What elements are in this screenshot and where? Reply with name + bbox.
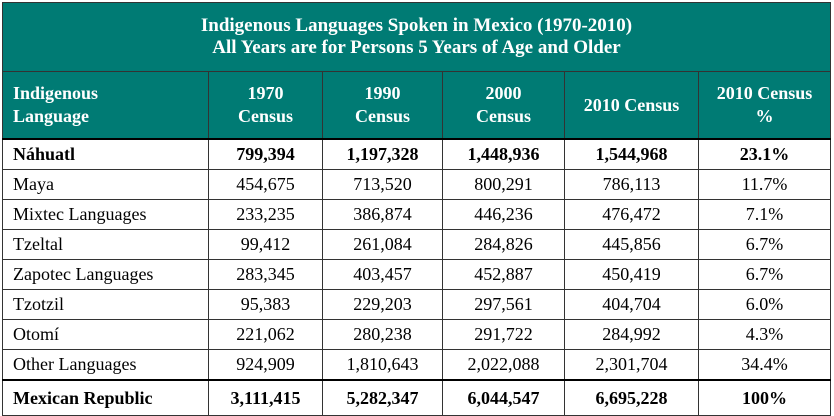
cell-2000: 297,561 bbox=[442, 289, 565, 320]
cell-1990: 261,084 bbox=[322, 229, 443, 260]
header-2010-pct: 2010 Census % bbox=[697, 71, 832, 140]
cell-1990: 713,520 bbox=[322, 169, 443, 200]
table-row: Otomí 221,062 280,238 291,722 284,992 4.… bbox=[2, 319, 832, 350]
cell-1970: 799,394 bbox=[208, 138, 323, 170]
table-row: Tzotzil 95,383 229,203 297,561 404,704 6… bbox=[2, 289, 832, 320]
cell-2010: 6,695,228 bbox=[564, 379, 699, 416]
cell-2010: 445,856 bbox=[564, 229, 699, 260]
cell-1970: 233,235 bbox=[208, 199, 323, 230]
cell-pct: 11.7% bbox=[697, 169, 832, 200]
cell-language: Mexican Republic bbox=[2, 379, 209, 416]
cell-language: Tzotzil bbox=[2, 289, 209, 320]
cell-language: Náhuatl bbox=[2, 138, 209, 170]
cell-2000: 452,887 bbox=[442, 259, 565, 290]
cell-2000: 6,044,547 bbox=[442, 379, 565, 416]
header-2010: 2010 Census bbox=[564, 71, 699, 140]
cell-1990: 229,203 bbox=[322, 289, 443, 320]
header-1990-line1: 1990 bbox=[364, 83, 401, 103]
cell-1990: 1,810,643 bbox=[322, 349, 443, 381]
table-row: Náhuatl 799,394 1,197,328 1,448,936 1,54… bbox=[2, 138, 832, 170]
cell-pct: 4.3% bbox=[697, 319, 832, 350]
cell-language: Tzeltal bbox=[2, 229, 209, 260]
header-2000-line2: Census bbox=[475, 106, 532, 126]
cell-language: Other Languages bbox=[2, 349, 209, 381]
cell-1990: 280,238 bbox=[322, 319, 443, 350]
header-1990: 1990 Census bbox=[322, 71, 443, 140]
cell-pct: 100% bbox=[697, 379, 832, 416]
cell-2000: 291,722 bbox=[442, 319, 565, 350]
header-1970-line2: Census bbox=[237, 106, 294, 126]
cell-1990: 1,197,328 bbox=[322, 138, 443, 170]
cell-pct: 6.0% bbox=[697, 289, 832, 320]
cell-1970: 95,383 bbox=[208, 289, 323, 320]
header-2000: 2000 Census bbox=[442, 71, 565, 140]
header-pct-line1: 2010 Census bbox=[716, 83, 813, 103]
cell-2000: 2,022,088 bbox=[442, 349, 565, 381]
title-line-1: Indigenous Languages Spoken in Mexico (1… bbox=[200, 15, 633, 36]
table-title: Indigenous Languages Spoken in Mexico (1… bbox=[1, 2, 832, 72]
header-1970-line1: 1970 bbox=[247, 83, 284, 103]
cell-1970: 924,909 bbox=[208, 349, 323, 381]
cell-1990: 5,282,347 bbox=[322, 379, 443, 416]
table-row: Zapotec Languages 283,345 403,457 452,88… bbox=[2, 259, 832, 290]
header-language-line1: Indigenous bbox=[13, 83, 99, 103]
cell-2010: 2,301,704 bbox=[564, 349, 699, 381]
cell-1970: 3,111,415 bbox=[208, 379, 323, 416]
title-row: Indigenous Languages Spoken in Mexico (1… bbox=[1, 2, 832, 72]
total-row: Mexican Republic 3,111,415 5,282,347 6,0… bbox=[2, 379, 832, 416]
cell-language: Otomí bbox=[2, 319, 209, 350]
header-1990-line2: Census bbox=[354, 106, 411, 126]
header-language-line2: Language bbox=[13, 106, 90, 126]
cell-pct: 6.7% bbox=[697, 229, 832, 260]
cell-2010: 476,472 bbox=[564, 199, 699, 230]
header-2000-line1: 2000 bbox=[485, 83, 522, 103]
cell-2000: 800,291 bbox=[442, 169, 565, 200]
header-1970: 1970 Census bbox=[208, 71, 323, 140]
cell-1970: 221,062 bbox=[208, 319, 323, 350]
cell-1970: 283,345 bbox=[208, 259, 323, 290]
header-language: Indigenous Language bbox=[2, 71, 209, 140]
cell-language: Maya bbox=[2, 169, 209, 200]
cell-pct: 7.1% bbox=[697, 199, 832, 230]
cell-2010: 450,419 bbox=[564, 259, 699, 290]
header-2010-label: 2010 Census bbox=[583, 94, 680, 115]
header-pct-line2: % bbox=[755, 106, 774, 126]
cell-2010: 404,704 bbox=[564, 289, 699, 320]
title-line-2: All Years are for Persons 5 Years of Age… bbox=[212, 37, 621, 58]
cell-language: Zapotec Languages bbox=[2, 259, 209, 290]
cell-pct: 6.7% bbox=[697, 259, 832, 290]
cell-2010: 1,544,968 bbox=[564, 138, 699, 170]
cell-1970: 454,675 bbox=[208, 169, 323, 200]
cell-2000: 1,448,936 bbox=[442, 138, 565, 170]
header-row: Indigenous Language 1970 Census 1990 Cen… bbox=[2, 71, 832, 140]
cell-language: Mixtec Languages bbox=[2, 199, 209, 230]
cell-2010: 284,992 bbox=[564, 319, 699, 350]
cell-pct: 23.1% bbox=[697, 138, 832, 170]
table-row: Maya 454,675 713,520 800,291 786,113 11.… bbox=[2, 169, 832, 200]
table-row: Mixtec Languages 233,235 386,874 446,236… bbox=[2, 199, 832, 230]
cell-2000: 284,826 bbox=[442, 229, 565, 260]
table-row: Other Languages 924,909 1,810,643 2,022,… bbox=[2, 349, 832, 381]
cell-1970: 99,412 bbox=[208, 229, 323, 260]
cell-1990: 386,874 bbox=[322, 199, 443, 230]
cell-pct: 34.4% bbox=[697, 349, 832, 381]
table-row: Tzeltal 99,412 261,084 284,826 445,856 6… bbox=[2, 229, 832, 260]
cell-1990: 403,457 bbox=[322, 259, 443, 290]
cell-2000: 446,236 bbox=[442, 199, 565, 230]
cell-2010: 786,113 bbox=[564, 169, 699, 200]
